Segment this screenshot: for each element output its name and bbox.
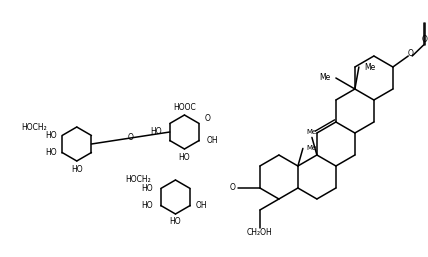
Text: O: O (422, 34, 428, 43)
Text: HO: HO (141, 184, 153, 193)
Text: O: O (128, 133, 134, 142)
Text: HOCH₂: HOCH₂ (125, 176, 151, 185)
Text: HO: HO (178, 152, 190, 161)
Text: Me: Me (307, 130, 317, 135)
Text: HO: HO (169, 217, 181, 226)
Text: HOOC: HOOC (173, 103, 196, 112)
Text: Me: Me (306, 145, 316, 151)
Text: HO: HO (150, 127, 162, 136)
Text: HO: HO (45, 131, 57, 140)
Text: HOCH₂: HOCH₂ (21, 123, 47, 132)
Text: OH: OH (195, 201, 207, 210)
Text: Me: Me (320, 72, 331, 81)
Text: CH₂OH: CH₂OH (247, 228, 273, 237)
Text: OH: OH (207, 136, 219, 145)
Text: O: O (407, 50, 413, 59)
Text: HO: HO (71, 164, 83, 173)
Text: O: O (230, 183, 236, 192)
Text: O: O (204, 114, 210, 123)
Text: Me: Me (364, 62, 375, 71)
Text: HO: HO (45, 148, 57, 157)
Text: HO: HO (141, 201, 153, 210)
